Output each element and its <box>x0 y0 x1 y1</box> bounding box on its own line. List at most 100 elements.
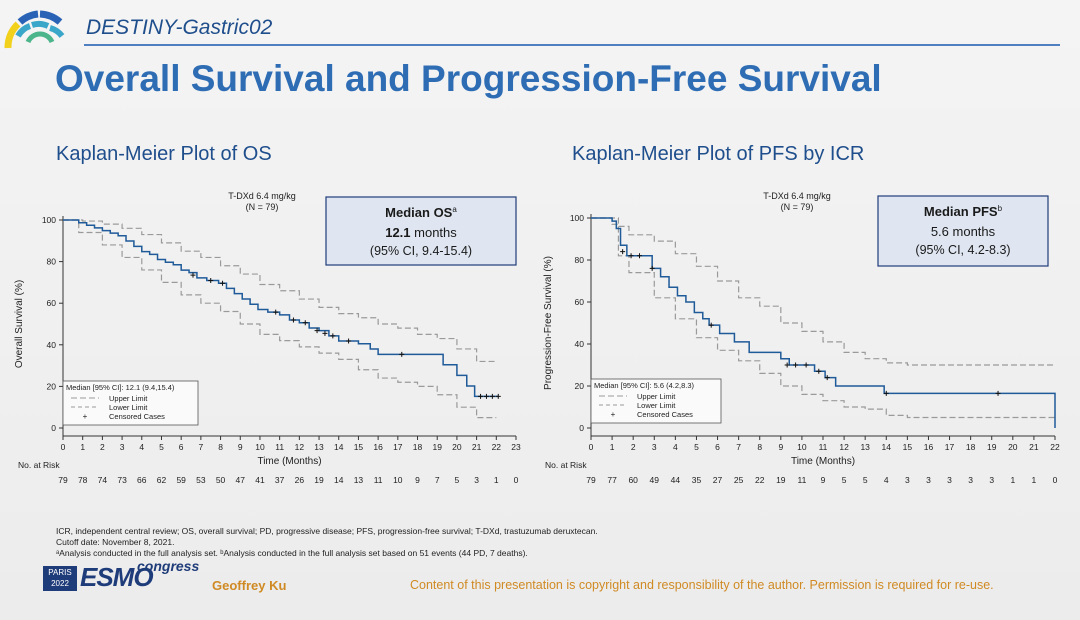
pfs-y-tick-label: 60 <box>575 297 585 307</box>
pfs-at-risk-value: 3 <box>968 475 973 485</box>
slide-title: Overall Survival and Progression-Free Su… <box>55 58 882 99</box>
pfs-at-risk-value: 3 <box>947 475 952 485</box>
pfs-censored-mark <box>824 375 830 381</box>
pfs-x-tick-label: 4 <box>673 442 678 452</box>
os-censored-mark <box>346 338 352 344</box>
footnote-abbreviations: ICR, independent central review; OS, ove… <box>56 526 598 536</box>
pfs-x-tick-label: 20 <box>1008 442 1018 452</box>
os-x-tick-label: 5 <box>159 442 164 452</box>
os-censored-mark <box>322 330 328 336</box>
copyright-notice: Content of this presentation is copyrigh… <box>410 578 994 592</box>
os-at-risk-value: 62 <box>157 475 167 485</box>
pfs-legend-box <box>590 378 722 424</box>
os-median-value-line: 12.1 months <box>385 225 457 240</box>
pfs-median-value-line: 5.6 months <box>931 224 996 239</box>
pfs-at-risk-value: 4 <box>884 475 889 485</box>
pfs-x-tick-label: 8 <box>757 442 762 452</box>
os-at-risk-value: 53 <box>196 475 206 485</box>
pfs-y-tick-label: 80 <box>575 255 585 265</box>
paris-city: PARIS <box>48 568 72 577</box>
os-at-risk-value: 9 <box>415 475 420 485</box>
os-at-risk-value: 1 <box>494 475 499 485</box>
os-legend-lower: Lower Limit <box>109 403 148 412</box>
pfs-at-risk-label: No. at Risk <box>545 460 587 470</box>
pfs-censored-mark <box>995 390 1001 396</box>
pfs-x-tick-label: 1 <box>610 442 615 452</box>
pfs-censored-mark <box>649 265 655 271</box>
os-censored-mark <box>302 320 308 326</box>
pfs-at-risk-value: 60 <box>628 475 638 485</box>
paris-year: 2022 <box>51 579 69 588</box>
os-x-tick-label: 21 <box>472 442 482 452</box>
os-at-risk-value: 11 <box>374 475 383 485</box>
pfs-at-risk-value: 0 <box>1053 475 1058 485</box>
os-x-axis-label: Time (Months) <box>257 456 321 467</box>
pfs-at-risk-value: 1 <box>1010 475 1015 485</box>
pfs-median-unit: months <box>949 224 996 239</box>
os-at-risk-value: 3 <box>474 475 479 485</box>
os-at-risk-value: 14 <box>334 475 344 485</box>
os-censored-mark <box>478 393 484 399</box>
footnote-analysis: ᵃAnalysis conducted in the full analysis… <box>56 548 528 558</box>
pfs-y-tick-label: 40 <box>575 339 585 349</box>
os-y-tick-label: 40 <box>47 340 57 350</box>
pfs-x-tick-label: 16 <box>924 442 934 452</box>
pfs-x-tick-label: 12 <box>839 442 849 452</box>
study-name: DESTINY-Gastric02 <box>86 16 273 39</box>
pfs-x-tick-label: 6 <box>715 442 720 452</box>
pfs-censored-mark <box>784 362 790 368</box>
pfs-x-tick-label: 7 <box>736 442 741 452</box>
os-censored-mark <box>314 328 320 334</box>
os-km-line <box>63 219 499 398</box>
pfs-at-risk-value: 3 <box>905 475 910 485</box>
os-x-tick-label: 9 <box>238 442 243 452</box>
os-at-risk-value: 79 <box>58 475 68 485</box>
pfs-median-box <box>877 195 1049 267</box>
pfs-x-tick-label: 10 <box>797 442 807 452</box>
os-x-tick-label: 2 <box>100 442 105 452</box>
os-x-tick-label: 7 <box>199 442 204 452</box>
pfs-censored-mark <box>628 253 634 259</box>
pfs-legend-lower: Lower Limit <box>637 401 676 410</box>
os-at-risk-value: 13 <box>354 475 364 485</box>
os-censored-mark <box>290 317 296 323</box>
os-median-box <box>325 196 517 266</box>
os-median-value: 12.1 <box>385 225 410 240</box>
os-series-n: (N = 79) <box>246 202 279 212</box>
pfs-legend-censored: Censored Cases <box>637 410 693 419</box>
pfs-at-risk-value: 77 <box>607 475 617 485</box>
os-at-risk-value: 66 <box>137 475 147 485</box>
pfs-at-risk-value: 1 <box>1032 475 1037 485</box>
pfs-x-tick-label: 0 <box>589 442 594 452</box>
pfs-at-risk-value: 35 <box>692 475 702 485</box>
pfs-x-tick-label: 3 <box>652 442 657 452</box>
pfs-censored-mark <box>620 249 626 255</box>
os-median-unit: months <box>411 225 458 240</box>
os-at-risk-label: No. at Risk <box>18 460 60 470</box>
os-at-risk-value: 74 <box>98 475 108 485</box>
pfs-median-value: 5.6 <box>931 224 949 239</box>
os-x-tick-label: 10 <box>255 442 265 452</box>
os-median-ci: (95% CI, 9.4-15.4) <box>370 244 472 258</box>
os-at-risk-value: 73 <box>117 475 127 485</box>
footnote-cutoff: Cutoff date: November 8, 2021. <box>56 537 175 547</box>
os-y-tick-label: 20 <box>47 381 57 391</box>
pfs-lower-limit-line <box>591 217 1055 419</box>
os-censored-mark <box>220 280 226 286</box>
os-censored-mark <box>208 278 214 284</box>
destiny-logo-icon <box>4 10 65 49</box>
pfs-censored-mark <box>637 253 643 259</box>
os-x-tick-label: 22 <box>492 442 502 452</box>
os-legend-censored: Censored Cases <box>109 412 165 421</box>
pfs-at-risk-value: 5 <box>842 475 847 485</box>
pfs-at-risk-value: 5 <box>863 475 868 485</box>
esmo-logo: ESMO <box>80 562 154 592</box>
os-at-risk-value: 50 <box>216 475 226 485</box>
os-x-tick-label: 18 <box>413 442 423 452</box>
os-at-risk-value: 0 <box>514 475 519 485</box>
os-x-tick-label: 17 <box>393 442 403 452</box>
pfs-x-tick-label: 9 <box>778 442 783 452</box>
os-x-tick-label: 20 <box>452 442 462 452</box>
